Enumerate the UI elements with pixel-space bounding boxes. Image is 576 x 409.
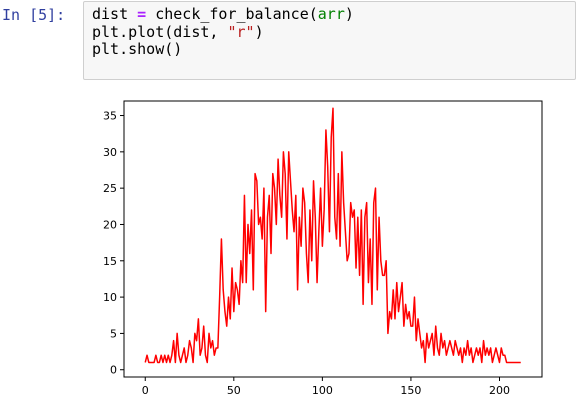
code-line-2: plt.plot(dist, "r"): [92, 22, 567, 42]
code-paren: ): [344, 5, 354, 23]
x-tick-label: 150: [400, 384, 421, 397]
plot-area: [144, 107, 521, 364]
code-text: plt.plot(dist,: [92, 22, 228, 41]
code-line-1: dist = check_for_balance(arr): [92, 5, 567, 24]
code-operator: =: [137, 5, 147, 23]
code-input[interactable]: dist = check_for_balance(arr) plt.plot(d…: [83, 1, 576, 80]
x-tick-label: 0: [142, 384, 149, 397]
code-builtin: arr: [317, 5, 345, 23]
input-prompt: In [5]:: [2, 6, 66, 24]
x-tick-label: 200: [489, 384, 510, 397]
code-variable: dist: [92, 5, 129, 23]
y-tick-label: 35: [103, 110, 117, 123]
axes: 0 5 10 15 20 25 30 35 0 50 100 150 200: [103, 100, 543, 397]
y-tick-label: 5: [110, 327, 117, 340]
y-tick-label: 30: [103, 146, 117, 159]
output-area: 0 5 10 15 20 25 30 35 0 50 100 150 200: [83, 96, 553, 402]
y-tick-label: 20: [103, 218, 117, 231]
x-tick-label: 50: [227, 384, 241, 397]
y-tick-label: 0: [110, 364, 117, 377]
y-tick-label: 25: [103, 182, 117, 195]
x-tick-label: 100: [312, 384, 333, 397]
y-tick-label: 15: [103, 255, 117, 268]
code-line-3: plt.show(): [92, 40, 183, 58]
code-paren: ): [254, 22, 264, 41]
code-function-call: check_for_balance(: [155, 5, 318, 23]
series-line: [144, 107, 521, 364]
y-tick-label: 10: [103, 291, 117, 304]
line-chart: 0 5 10 15 20 25 30 35 0 50 100 150 200: [103, 100, 543, 397]
code-string: "r": [227, 22, 255, 41]
